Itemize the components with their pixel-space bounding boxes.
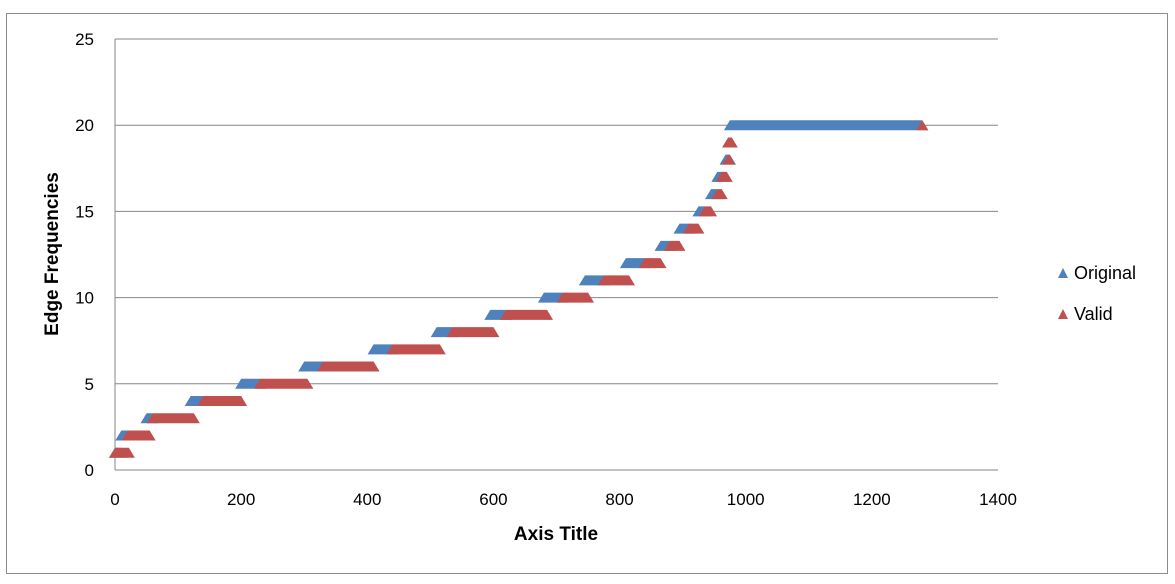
x-tick-label: 600 <box>479 490 507 509</box>
data-point-run <box>664 240 686 251</box>
series-layer <box>109 120 929 458</box>
data-point-run <box>317 361 380 372</box>
gridlines <box>115 38 998 385</box>
data-point-run <box>197 396 248 407</box>
legend-label-valid: Valid <box>1074 304 1113 324</box>
data-point-run <box>500 309 554 320</box>
legend: Original Valid <box>1058 263 1136 324</box>
data-point-run <box>722 154 736 165</box>
data-point-run <box>638 258 667 269</box>
x-tick-label: 1200 <box>853 490 891 509</box>
x-tick-label: 1400 <box>979 490 1017 509</box>
data-point-run <box>711 189 728 200</box>
y-tick-label: 5 <box>85 375 94 394</box>
data-point-run <box>386 344 446 355</box>
y-tick-label: 15 <box>75 202 94 221</box>
x-tick-labels: 0 200 400 600 800 1000 1200 1400 <box>110 490 1017 509</box>
data-point-run <box>109 447 135 458</box>
data-point-run <box>597 275 636 286</box>
x-tick-label: 0 <box>110 490 119 509</box>
series-valid <box>109 120 929 458</box>
x-tick-label: 200 <box>227 490 255 509</box>
legend-label-original: Original <box>1074 263 1136 283</box>
data-point-run <box>146 413 200 424</box>
x-tick-label: 400 <box>353 490 381 509</box>
y-tick-labels: 0 5 10 15 20 25 <box>75 30 94 480</box>
data-point-run <box>698 206 718 217</box>
data-point-run <box>916 120 929 131</box>
x-tick-label: 800 <box>605 490 633 509</box>
x-tick-label: 1000 <box>727 490 765 509</box>
legend-marker-original <box>1058 268 1068 278</box>
y-tick-label: 0 <box>85 461 94 480</box>
data-point-run <box>556 292 595 303</box>
y-tick-label: 20 <box>75 116 94 135</box>
data-point-run <box>121 430 156 441</box>
data-point-run <box>723 120 929 131</box>
x-axis-title: Axis Title <box>514 524 598 545</box>
legend-marker-valid <box>1058 309 1068 319</box>
y-tick-label: 25 <box>75 30 94 49</box>
y-tick-label: 10 <box>75 289 94 308</box>
data-point-run <box>446 327 500 338</box>
data-point-run <box>682 223 705 234</box>
data-point-run <box>254 378 314 389</box>
series-original <box>109 120 929 458</box>
data-point-run <box>722 137 738 148</box>
y-axis-title: Edge Frequencies <box>42 172 63 336</box>
data-point-run <box>715 171 733 182</box>
